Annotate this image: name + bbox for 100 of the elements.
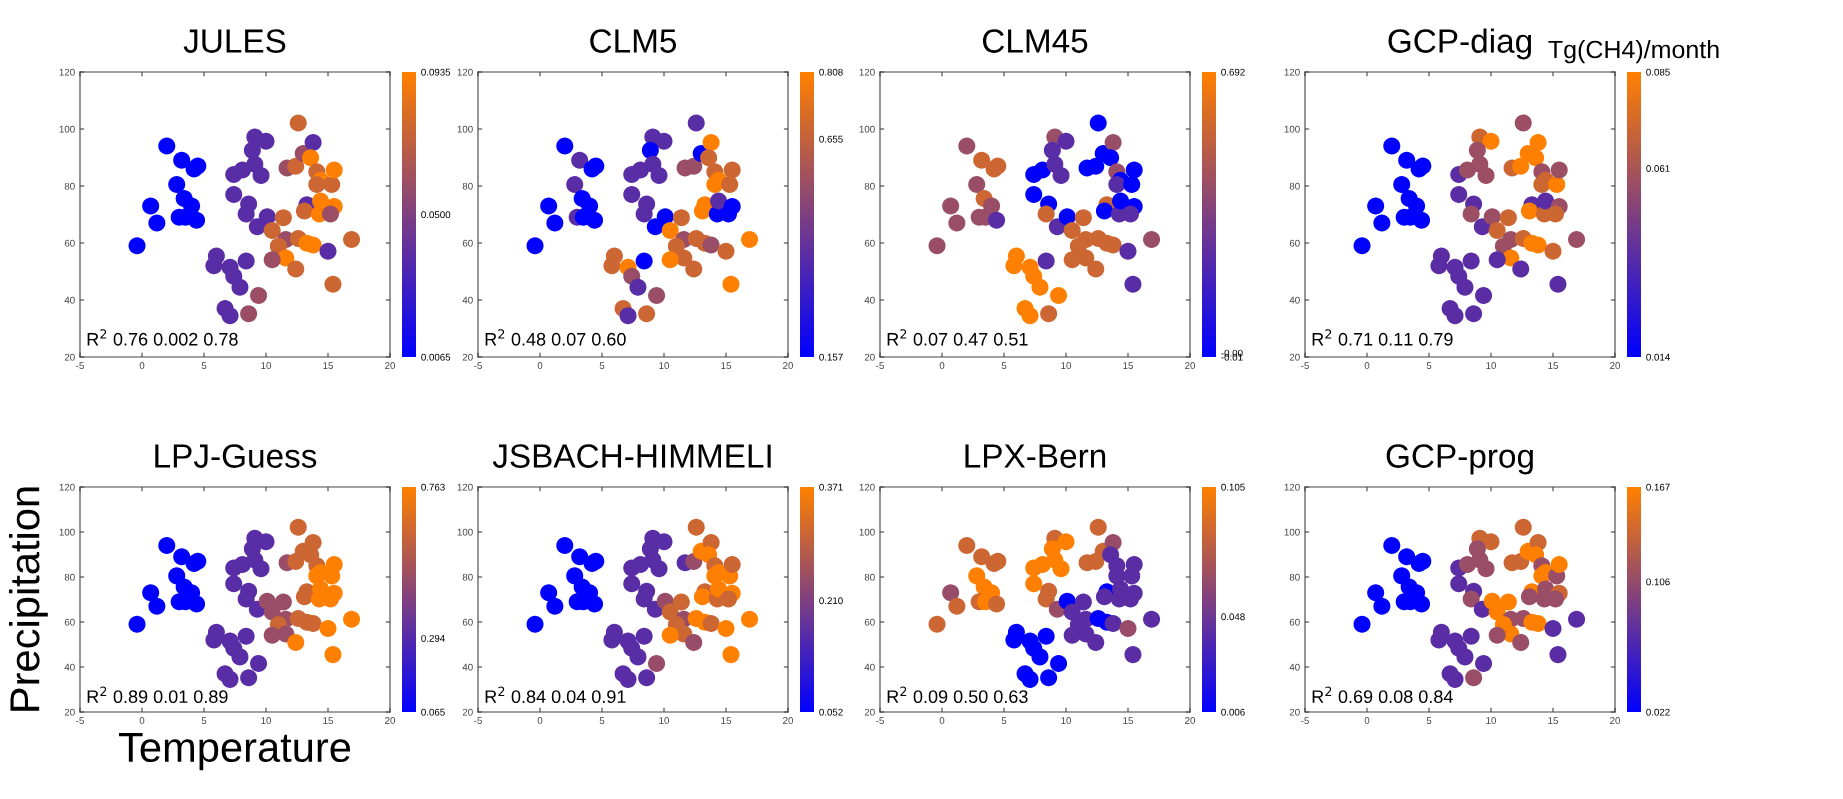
x-tick-label: 15 bbox=[323, 362, 333, 369]
x-tick-label: 10 bbox=[659, 362, 670, 369]
y-tick-label: 120 bbox=[59, 483, 75, 491]
y-tick-label: 40 bbox=[864, 296, 875, 304]
y-tick-label: 100 bbox=[859, 528, 875, 536]
color-bar-label: 0.014 bbox=[1646, 353, 1670, 361]
y-tick-label: 40 bbox=[864, 663, 875, 671]
chart-title: CLM45 bbox=[982, 29, 1088, 53]
y-tick-label: 20 bbox=[64, 708, 75, 716]
x-tick-label: 10 bbox=[261, 717, 272, 724]
x-tick-label: -5 bbox=[474, 717, 482, 724]
y-tick-label: 120 bbox=[1284, 483, 1300, 491]
y-tick-label: 120 bbox=[59, 68, 75, 76]
y-tick-label: 100 bbox=[59, 528, 75, 536]
y-tick-label: 20 bbox=[1289, 353, 1300, 361]
x-tick-label: 5 bbox=[201, 717, 207, 724]
x-axis-title: Temperature bbox=[119, 733, 351, 771]
x-tick-label: 20 bbox=[1610, 362, 1621, 369]
color-bar-label: 0.048 bbox=[1221, 613, 1245, 621]
x-tick-label: 15 bbox=[721, 362, 731, 369]
x-tick-label: 20 bbox=[385, 717, 396, 724]
x-tick-label: 5 bbox=[1001, 362, 1007, 369]
y-tick-label: 80 bbox=[64, 182, 75, 190]
annotation: R$^{2}$ 0.09 0.50 0.63 bbox=[887, 686, 1028, 704]
annotation: R$^{2}$ 0.84 0.04 0.91 bbox=[485, 686, 626, 704]
color-bar-label: 0.065 bbox=[421, 708, 445, 716]
x-tick-label: -5 bbox=[76, 717, 84, 724]
y-tick-label: 120 bbox=[1284, 68, 1300, 76]
color-bar-label: 0.0500 bbox=[421, 211, 451, 219]
x-tick-label: 10 bbox=[659, 717, 670, 724]
color-bar-label: 0.0935 bbox=[421, 68, 451, 76]
y-tick-label: 100 bbox=[59, 125, 75, 133]
x-tick-label: 20 bbox=[1185, 717, 1196, 724]
y-tick-label: 80 bbox=[462, 573, 473, 581]
chart-title: LPX-Bern bbox=[965, 444, 1106, 468]
color-bar-label: 0.808 bbox=[819, 68, 843, 76]
x-tick-label: 0 bbox=[939, 717, 945, 724]
x-tick-label: 15 bbox=[1123, 362, 1133, 369]
y-tick-label: 80 bbox=[64, 573, 75, 581]
color-bar-label: 0.0065 bbox=[421, 353, 451, 361]
y-tick-label: 20 bbox=[64, 353, 75, 361]
y-tick-label: 100 bbox=[1284, 125, 1300, 133]
y-tick-label: 60 bbox=[864, 239, 875, 247]
annotation: R$^{2}$ 0.89 0.01 0.89 bbox=[87, 686, 228, 704]
x-tick-label: 5 bbox=[201, 362, 207, 369]
y-tick-label: 60 bbox=[64, 618, 75, 626]
x-tick-label: 10 bbox=[1486, 717, 1497, 724]
color-bar-label: 0.294 bbox=[421, 634, 445, 642]
x-tick-label: 15 bbox=[721, 717, 731, 724]
y-tick-label: 120 bbox=[457, 68, 473, 76]
x-tick-label: 0 bbox=[939, 362, 945, 369]
color-bar-label: 0.167 bbox=[1646, 483, 1670, 491]
color-bar-label: 0.763 bbox=[421, 483, 445, 491]
x-tick-label: 15 bbox=[1123, 717, 1133, 724]
y-tick-label: 20 bbox=[864, 353, 875, 361]
annotation: R$^{2}$ 0.71 0.11 0.79 bbox=[1312, 329, 1453, 346]
x-tick-label: 5 bbox=[599, 717, 605, 724]
y-tick-label: 60 bbox=[64, 239, 75, 247]
x-tick-label: 5 bbox=[599, 362, 605, 369]
color-bar-label: 0.157 bbox=[819, 353, 843, 361]
x-tick-label: 5 bbox=[1001, 717, 1007, 724]
annotation: R$^{2}$ 0.69 0.08 0.84 bbox=[1312, 686, 1453, 704]
x-tick-label: 0 bbox=[537, 362, 543, 369]
y-tick-label: 80 bbox=[1289, 182, 1300, 190]
x-tick-label: -5 bbox=[876, 362, 884, 369]
x-tick-label: 15 bbox=[1548, 362, 1558, 369]
chart-title: GCP-diag bbox=[1388, 28, 1532, 60]
x-tick-label: 20 bbox=[385, 362, 396, 369]
color-bar-label: 0.105 bbox=[1221, 483, 1245, 491]
y-tick-label: 80 bbox=[864, 182, 875, 190]
x-tick-label: 15 bbox=[323, 717, 333, 724]
x-tick-label: 10 bbox=[1061, 717, 1072, 724]
chart-title: JULES bbox=[183, 29, 286, 53]
color-bar-label: 0.052 bbox=[819, 708, 843, 716]
annotation: R$^{2}$ 0.07 0.47 0.51 bbox=[887, 329, 1028, 346]
x-tick-label: 20 bbox=[783, 717, 794, 724]
y-tick-label: 20 bbox=[1289, 708, 1300, 716]
y-tick-label: 100 bbox=[457, 528, 473, 536]
y-tick-label: 60 bbox=[1289, 239, 1300, 247]
x-tick-label: -5 bbox=[76, 362, 84, 369]
color-bar-label: 0.655 bbox=[819, 135, 843, 143]
y-tick-label: 100 bbox=[859, 125, 875, 133]
color-bar-label: 0.061 bbox=[1646, 165, 1670, 172]
color-bar-label: 0.106 bbox=[1646, 578, 1670, 586]
y-tick-label: 40 bbox=[1289, 296, 1300, 304]
y-tick-label: 40 bbox=[462, 663, 473, 671]
x-tick-label: 20 bbox=[1185, 362, 1196, 369]
y-tick-label: 20 bbox=[462, 353, 473, 361]
y-tick-label: 120 bbox=[457, 483, 473, 491]
annotation: R$^{2}$ 0.76 0.002 0.78 bbox=[87, 329, 238, 346]
color-bar-label: 0.210 bbox=[819, 597, 843, 605]
x-tick-label: 10 bbox=[1486, 362, 1497, 369]
y-tick-label: 120 bbox=[859, 483, 875, 491]
y-tick-label: 80 bbox=[864, 573, 875, 581]
y-tick-label: 100 bbox=[1284, 528, 1300, 536]
y-tick-label: 100 bbox=[457, 125, 473, 133]
chart-title: LPJ-Guess bbox=[155, 444, 317, 468]
x-tick-label: 0 bbox=[1364, 362, 1370, 369]
y-tick-label: 40 bbox=[1289, 663, 1300, 671]
y-tick-label: 40 bbox=[64, 663, 75, 671]
